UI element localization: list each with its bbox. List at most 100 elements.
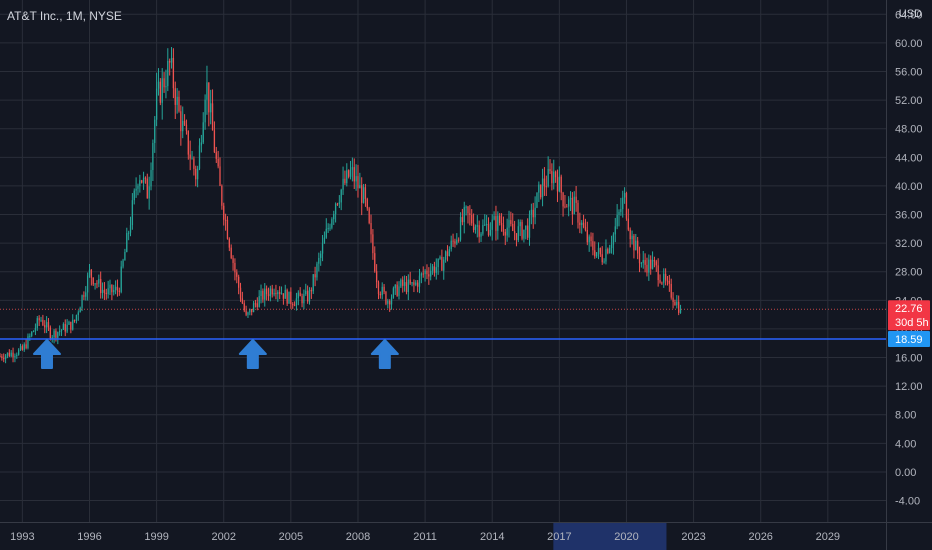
price-tick-label: 52.00 — [895, 95, 923, 107]
candlesticks — [0, 47, 682, 364]
candle-body — [500, 223, 503, 225]
candle-body — [195, 168, 197, 180]
candle-body — [238, 276, 240, 288]
candle-body — [346, 170, 348, 184]
candle-body — [487, 224, 490, 236]
candle-body — [31, 331, 33, 336]
candle-body — [493, 216, 495, 220]
candle-body — [575, 196, 577, 203]
candle-body — [383, 286, 385, 292]
candle-body — [472, 223, 475, 230]
symbol-title[interactable]: AT&T Inc., 1M, NYSE — [7, 9, 122, 23]
candle-body — [428, 274, 430, 277]
candle-body — [23, 344, 25, 350]
candle-body — [239, 287, 242, 299]
candle-body — [655, 261, 657, 266]
candle-body — [230, 247, 232, 259]
candle-body — [566, 206, 568, 208]
candle-body — [620, 209, 622, 212]
candle-body — [584, 227, 587, 231]
candle-body — [568, 199, 570, 207]
candle-body — [228, 238, 230, 248]
candle-body — [111, 284, 113, 293]
currency-label: USD — [898, 8, 922, 20]
bar-countdown: 30d 5h — [895, 317, 929, 329]
candle-body — [538, 184, 540, 193]
last-price-label[interactable]: 22.76 30d 5h — [888, 300, 930, 331]
candle-body — [70, 321, 72, 330]
candle-body — [269, 288, 272, 297]
price-tick-label: 32.00 — [895, 238, 923, 250]
candle-body — [271, 288, 273, 295]
candle-body — [122, 260, 124, 267]
candle-body — [258, 296, 260, 307]
candle-body — [206, 82, 208, 100]
candle-body — [465, 206, 467, 208]
candle-body — [392, 288, 395, 298]
candle-body — [286, 290, 288, 304]
candle-body — [223, 205, 225, 220]
candle-body — [430, 270, 432, 277]
candle-body — [437, 258, 439, 268]
candle-body — [458, 239, 460, 241]
candle-body — [236, 272, 238, 277]
price-axis[interactable]: 64.00 60.00 56.00 52.00 48.00 44.00 40.00 36.00… — [886, 0, 931, 550]
support-label-value: 18.59 — [895, 334, 923, 346]
candle-body — [415, 282, 417, 285]
candle-body — [129, 225, 132, 233]
candle-body — [120, 266, 122, 292]
candle-body — [530, 209, 533, 215]
candle-body — [279, 292, 281, 294]
candle-body — [64, 324, 66, 332]
candle-body — [189, 154, 191, 159]
candle-body — [282, 293, 285, 299]
price-tick-label: 16.00 — [895, 353, 923, 365]
candle-body — [53, 330, 55, 338]
candle-body — [303, 294, 305, 304]
time-axis[interactable]: 1993 1996 1999 2002 2005 2008 2011 2014 2017 2020… — [0, 522, 932, 544]
candle-body — [8, 352, 10, 357]
candle-body — [614, 226, 616, 235]
candle-body — [314, 274, 316, 278]
candle-body — [646, 264, 648, 273]
candle-body — [72, 319, 74, 330]
candle-body — [215, 152, 217, 159]
candle-body — [86, 275, 89, 293]
candle-body — [398, 286, 400, 296]
candle-body — [506, 227, 508, 236]
candle-body — [377, 282, 380, 294]
candle-body — [353, 167, 355, 182]
support-price-label[interactable]: 18.59 — [888, 331, 930, 348]
price-tick-label: 60.00 — [895, 38, 923, 50]
candle-body — [663, 273, 665, 283]
candle-body — [558, 176, 560, 192]
candle-body — [183, 120, 186, 125]
candle-body — [4, 355, 7, 360]
candle-body — [79, 307, 81, 313]
candle-body — [333, 214, 335, 220]
candle-body — [135, 188, 137, 191]
arrow-up-icon — [238, 338, 267, 369]
candle-body — [27, 336, 29, 348]
price-tick-label: -4.00 — [895, 496, 920, 508]
candle-body — [323, 237, 326, 244]
candle-body — [405, 282, 408, 293]
candle-body — [306, 290, 309, 302]
candle-body — [217, 158, 219, 167]
candle-body — [519, 221, 521, 227]
candle-body — [344, 178, 346, 184]
candle-body — [293, 305, 296, 307]
candle-body — [49, 327, 51, 339]
candle-body — [579, 222, 581, 226]
candle-body — [515, 233, 518, 241]
candle-body — [191, 158, 193, 160]
candle-body — [650, 259, 652, 269]
candle-body — [590, 236, 592, 242]
candle-body — [338, 202, 340, 204]
time-tick-label: 2002 — [211, 531, 235, 543]
candle-body — [66, 324, 68, 332]
candle-body — [610, 244, 613, 249]
candle-body — [284, 290, 286, 299]
candle-body — [543, 178, 546, 187]
